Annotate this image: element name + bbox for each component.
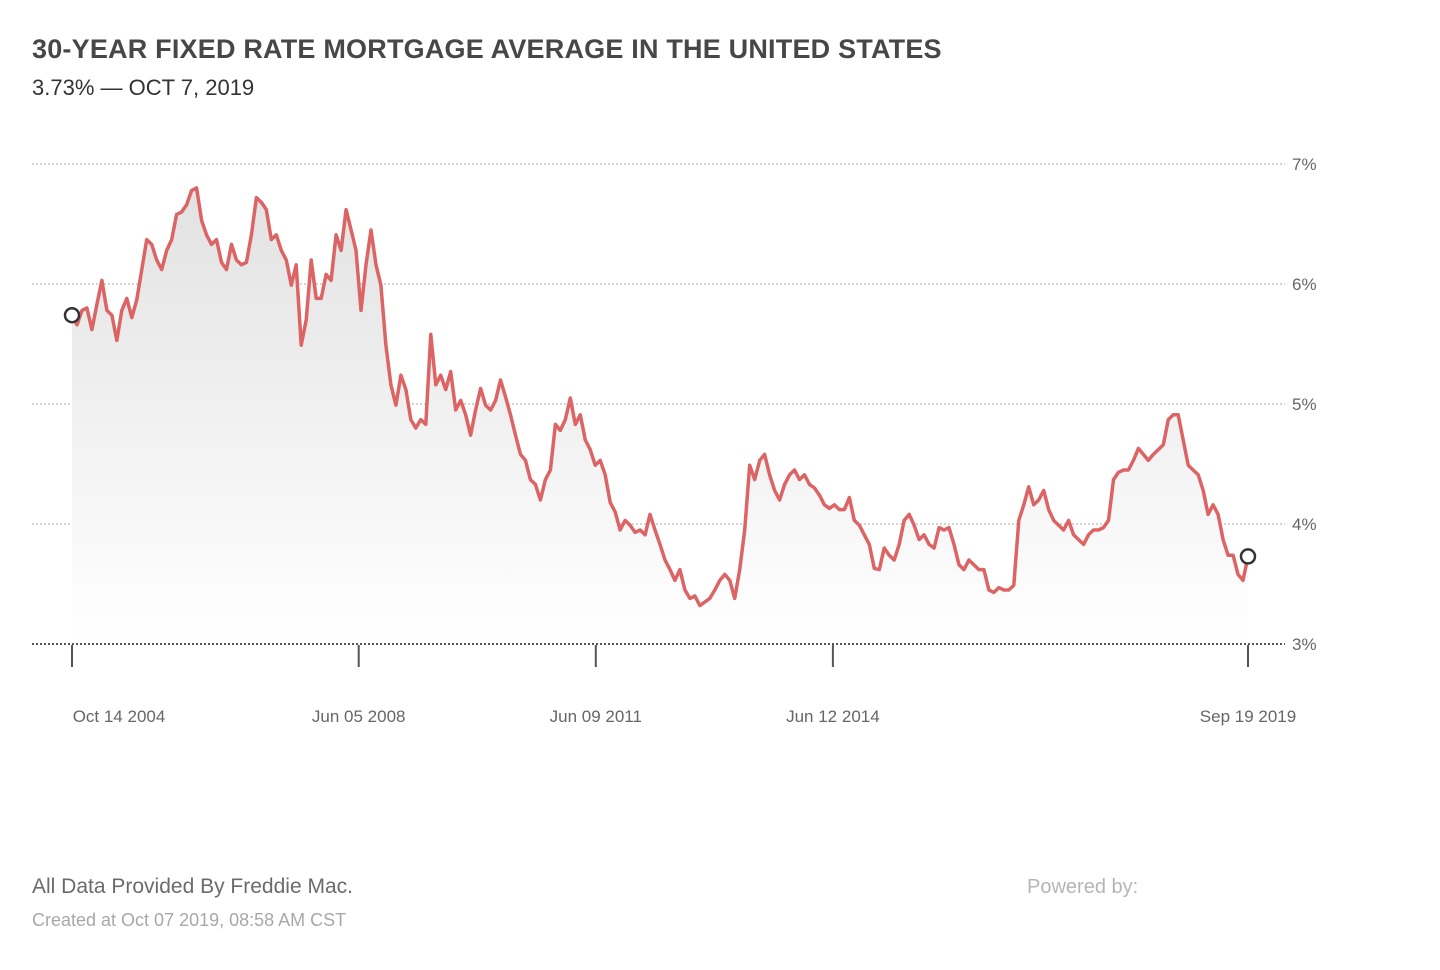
x-tick-label: Sep 19 2019 — [1200, 707, 1296, 726]
series-line — [70, 186, 1250, 608]
x-tick-label: Jun 05 2008 — [312, 707, 406, 726]
y-tick-label: 7% — [1292, 155, 1317, 174]
powered-by: Powered by: — [1027, 876, 1139, 898]
created-timestamp: Created at Oct 07 2019, 08:58 AM CST — [32, 910, 347, 930]
area-fill — [72, 188, 1248, 642]
data-source: All Data Provided By Freddie Mac. — [32, 875, 353, 898]
chart: 7% 6% 5% 4% 3% Oct 14 2004 Jun 05 2008 Jun 09 … — [32, 155, 1317, 726]
chart-title: 30-YEAR FIXED RATE MORTGAGE AVERAGE IN T… — [32, 34, 942, 64]
start-marker[interactable] — [63, 306, 81, 324]
x-tick-label: Oct 14 2004 — [73, 707, 166, 726]
y-tick-label: 5% — [1292, 395, 1317, 414]
x-tick-label: Jun 12 2014 — [786, 707, 880, 726]
y-tick-label: 6% — [1292, 275, 1317, 294]
y-tick-label: 3% — [1292, 635, 1317, 654]
x-tick-label: Jun 09 2011 — [550, 707, 642, 726]
y-tick-label: 4% — [1292, 515, 1317, 534]
end-marker[interactable] — [1239, 548, 1257, 565]
chart-subtitle: 3.73% — OCT 7, 2019 — [32, 75, 255, 100]
